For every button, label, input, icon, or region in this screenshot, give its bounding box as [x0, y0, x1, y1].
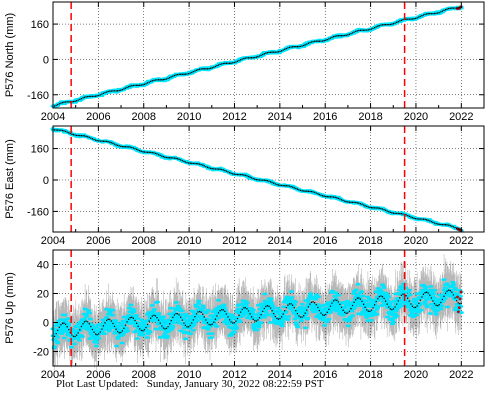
up-x-tick-label: 2020 — [404, 369, 428, 381]
east-x-tick-label: 2020 — [404, 235, 428, 247]
east-y-tick-label: 160 — [31, 144, 49, 156]
north-x-tick-label: 2008 — [131, 111, 155, 123]
north-x-tick-label: 2018 — [358, 111, 382, 123]
east-y-axis-label: P576 East (mm) — [4, 139, 16, 218]
east-x-tick-label: 2016 — [313, 235, 337, 247]
footer-label: Plot Last Updated: — [56, 378, 139, 390]
north-x-tick-label: 2004 — [41, 111, 65, 123]
east-panel-frame — [52, 125, 485, 233]
east-x-tick-label: 2006 — [86, 235, 110, 247]
north-panel: 2004 2006 2008 2010 2012 2014 2016 2018 2020 2022… — [4, 1, 485, 123]
north-x-tick-label: 2012 — [222, 111, 246, 123]
north-y-tick-label: 160 — [31, 19, 49, 31]
north-y-axis-label: P576 North (mm) — [4, 13, 16, 97]
north-x-tick-label: 2010 — [177, 111, 201, 123]
east-x-tick-label: 2012 — [222, 235, 246, 247]
up-y-tick-label: -20 — [33, 347, 49, 359]
north-y-tick-label: 0 — [43, 54, 49, 66]
east-y-tick-label: 0 — [43, 175, 49, 187]
east-x-tick-label: 2010 — [177, 235, 201, 247]
up-x-tick-label: 2004 — [41, 369, 65, 381]
footer-timestamp: Sunday, January 30, 2022 08:22:59 PST — [146, 378, 324, 390]
up-panel: 2004 2006 2008 2010 2012 2014 2016 2018 2020 2022… — [4, 249, 485, 381]
up-x-tick-label: 2010 — [177, 369, 201, 381]
north-x-tick-label: 2006 — [86, 111, 110, 123]
up-x-tick-label: 2022 — [449, 369, 473, 381]
plot-updated-footer: Plot Last Updated: Sunday, January 30, 2… — [56, 378, 324, 390]
east-x-tick-label: 2008 — [131, 235, 155, 247]
up-x-tick-label: 2008 — [131, 369, 155, 381]
up-panel-frame — [52, 249, 485, 367]
up-x-tick-label: 2014 — [268, 369, 292, 381]
up-recent-point — [457, 310, 460, 314]
north-panel-frame — [52, 1, 485, 109]
up-y-tick-label: 0 — [43, 318, 49, 330]
up-recent-point — [458, 297, 462, 301]
up-recent-point — [457, 306, 461, 309]
north-y-tick-label: -160 — [27, 90, 49, 102]
up-error-bars — [52, 254, 462, 371]
north-x-tick-label: 2014 — [268, 111, 292, 123]
east-x-tick-label: 2022 — [449, 235, 473, 247]
up-x-tick-label: 2012 — [222, 369, 246, 381]
up-recent-point — [456, 295, 459, 299]
east-x-tick-label: 2004 — [41, 235, 65, 247]
up-y-tick-label: 20 — [37, 289, 49, 301]
east-x-tick-label: 2014 — [268, 235, 292, 247]
up-y-tick-label: 40 — [37, 260, 49, 272]
east-panel: 2004 2006 2008 2010 2012 2014 2016 2018 2020 2022… — [4, 125, 485, 247]
north-x-tick-label: 2022 — [449, 111, 473, 123]
east-y-tick-label: -160 — [27, 206, 49, 218]
up-x-tick-label: 2006 — [86, 369, 110, 381]
north-x-tick-label: 2020 — [404, 111, 428, 123]
up-x-tick-label: 2016 — [313, 369, 337, 381]
up-y-axis-label: P576 Up (mm) — [4, 272, 16, 344]
north-x-tick-label: 2016 — [313, 111, 337, 123]
up-recent-point — [459, 290, 463, 294]
east-x-tick-label: 2018 — [358, 235, 382, 247]
up-x-tick-label: 2018 — [358, 369, 382, 381]
